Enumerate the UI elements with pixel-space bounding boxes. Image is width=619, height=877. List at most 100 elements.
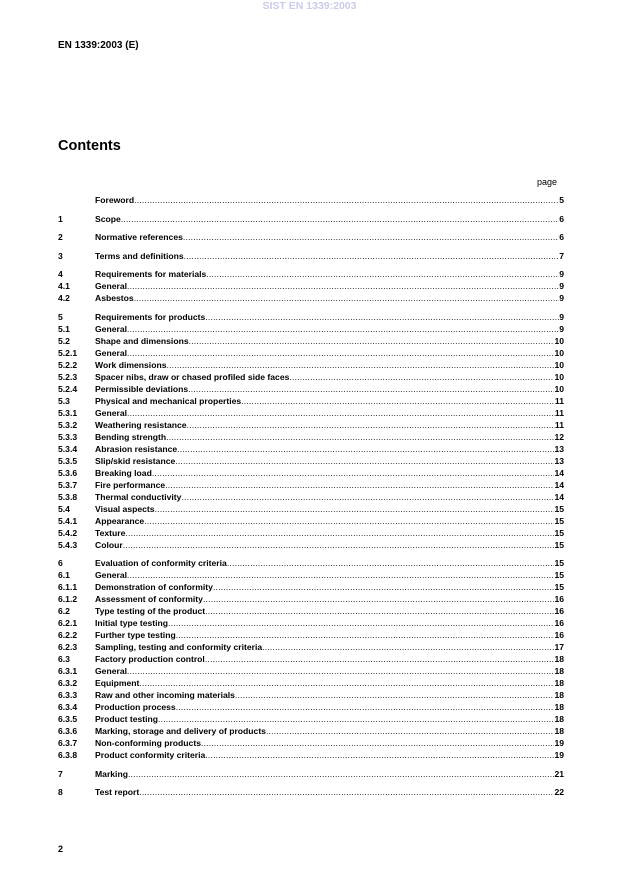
toc-entry[interactable]: 4.1 General 9 (58, 280, 564, 292)
toc-entry[interactable]: 6.3 Factory production control 18 (58, 653, 564, 665)
toc-entry[interactable]: 5.3.6 Breaking load 14 (58, 467, 564, 479)
toc-entry-number: 6.3.1 (58, 666, 78, 676)
toc-entry[interactable]: 5.2.4 Permissible deviations 10 (58, 383, 564, 395)
toc-group: 7 Marking 21 (58, 768, 564, 780)
toc-entry[interactable]: 5.1 General 9 (58, 323, 564, 335)
toc-entry[interactable]: 5.4 Visual aspects 15 (58, 503, 564, 515)
toc-entry-number: 5.3.3 (58, 431, 78, 442)
toc-entry[interactable]: 6 Evaluation of conformity criteria 15 (58, 557, 564, 569)
toc-entry[interactable]: 5.2.1 General 10 (58, 347, 564, 359)
toc-entry[interactable]: 6.2.3 Sampling, testing and conformity cr… (58, 641, 564, 653)
toc-entry[interactable]: 6.2.2 Further type testing 16 (58, 629, 564, 641)
toc-leader-dots (187, 419, 555, 431)
toc-entry-page: 19 (554, 738, 564, 748)
toc-entry-title: Physical and mechanical properties (95, 395, 242, 406)
toc-entry[interactable]: 5.3.7 Fire performance 14 (58, 479, 564, 491)
toc-entry[interactable]: 6.1.2 Assessment of conformity 16 (58, 593, 564, 605)
toc-entry[interactable]: 5 Requirements for products 9 (58, 311, 564, 323)
toc-entry[interactable]: 8 Test report 22 (58, 786, 564, 798)
toc-entry[interactable]: 2 Normative references 6 (58, 231, 564, 243)
toc-entry[interactable]: 6.3.4 Production process 18 (58, 701, 564, 713)
toc-entry-number: 6.2.3 (58, 642, 78, 652)
toc-leader-dots (176, 629, 555, 641)
toc-entry[interactable]: Foreword 5 (58, 194, 564, 206)
toc-entry[interactable]: 6.1 General 15 (58, 569, 564, 581)
toc-leader-dots (189, 335, 555, 347)
toc-entry-number: 6.3.2 (58, 678, 78, 688)
toc-entry-page: 18 (554, 726, 564, 736)
toc-entry[interactable]: 5.3.3 Bending strength 12 (58, 431, 564, 443)
toc-entry-page: 9 (559, 293, 564, 303)
toc-leader-dots (127, 569, 554, 581)
toc-leader-dots (201, 737, 554, 749)
toc-entry-title: Foreword (95, 195, 135, 205)
toc-entry-title: Evaluation of conformity criteria (95, 558, 227, 568)
toc-entry-page: 14 (554, 467, 564, 478)
toc-entry-number: 5.4 (58, 503, 70, 514)
toc-entry[interactable]: 6.3.6 Marking, storage and delivery of pr… (58, 725, 564, 737)
toc-leader-dots (152, 467, 555, 479)
toc-entry-page: 10 (554, 383, 564, 394)
toc-entry[interactable]: 5.3.2 Weathering resistance 11 (58, 419, 564, 431)
toc-entry-page: 11 (554, 395, 564, 406)
toc-entry[interactable]: 5.2.3 Spacer nibs, draw or chased profile… (58, 371, 564, 383)
toc-entry-title: Abrasion resistance (95, 443, 178, 454)
toc-entry[interactable]: 4.2 Asbestos 9 (58, 292, 564, 304)
toc-leader-dots (205, 749, 554, 761)
toc-entry[interactable]: 5.4.1 Appearance 15 (58, 515, 564, 527)
toc-entry-page: 7 (559, 250, 564, 261)
toc-entry-number: 8 (58, 787, 63, 797)
toc-entry[interactable]: 5.3.8 Thermal conductivity 14 (58, 491, 564, 503)
toc-group: 6 Evaluation of conformity criteria 15 6.1 G… (58, 557, 564, 761)
toc-entry-page: 15 (554, 515, 564, 526)
toc-group: 2 Normative references 6 (58, 231, 564, 243)
toc-entry-page: 9 (559, 281, 564, 291)
toc-entry-title: General (95, 407, 128, 418)
toc-entry-page: 9 (559, 323, 564, 334)
toc-entry[interactable]: 6.3.1 General 18 (58, 665, 564, 677)
table-of-contents: Foreword 5 1 Scope 6 2 Normative references 6 3 T… (58, 194, 564, 805)
toc-entry-title: Fire performance (95, 479, 166, 490)
toc-entry[interactable]: 5.2 Shape and dimensions 10 (58, 335, 564, 347)
toc-entry-page: 18 (554, 654, 564, 664)
toc-entry-number: 5.2 (58, 335, 70, 346)
toc-leader-dots (188, 383, 554, 395)
document-header: EN 1339:2003 (E) (58, 40, 139, 51)
toc-entry-number: 6.1.1 (58, 582, 78, 592)
toc-entry-page: 15 (554, 582, 564, 592)
toc-entry[interactable]: 5.2.2 Work dimensions 10 (58, 359, 564, 371)
toc-entry[interactable]: 6.3.8 Product conformity criteria 19 (58, 749, 564, 761)
toc-entry[interactable]: 5.4.3 Colour 15 (58, 539, 564, 551)
toc-entry[interactable]: 4 Requirements for materials 9 (58, 268, 564, 280)
toc-entry[interactable]: 5.4.2 Texture 15 (58, 527, 564, 539)
toc-entry[interactable]: 6.3.7 Non-conforming products 19 (58, 737, 564, 749)
toc-entry[interactable]: 5.3.5 Slip/skid resistance 13 (58, 455, 564, 467)
toc-entry-number: 6.3.3 (58, 690, 78, 700)
toc-entry[interactable]: 6.2 Type testing of the product 16 (58, 605, 564, 617)
toc-entry-page: 13 (554, 455, 564, 466)
toc-leader-dots (127, 323, 559, 335)
toc-entry-page: 10 (554, 359, 564, 370)
toc-entry-number: 6.2.2 (58, 630, 78, 640)
toc-entry[interactable]: 6.2.1 Initial type testing 16 (58, 617, 564, 629)
toc-entry-page: 15 (554, 558, 564, 568)
toc-entry-title: Asbestos (95, 293, 134, 303)
toc-entry-page: 6 (559, 213, 564, 224)
toc-entry[interactable]: 5.3 Physical and mechanical properties 11 (58, 395, 564, 407)
toc-entry-title: Further type testing (95, 630, 176, 640)
toc-entry-page: 15 (554, 503, 564, 514)
toc-entry-number: 6.1.2 (58, 594, 78, 604)
toc-entry[interactable]: 3 Terms and definitions 7 (58, 250, 564, 262)
toc-entry-number: 6.1 (58, 570, 70, 580)
toc-entry[interactable]: 7 Marking 21 (58, 768, 564, 780)
toc-entry[interactable]: 5.3.4 Abrasion resistance 13 (58, 443, 564, 455)
toc-entry[interactable]: 6.3.5 Product testing 18 (58, 713, 564, 725)
toc-entry[interactable]: 6.3.2 Equipment 18 (58, 677, 564, 689)
toc-entry[interactable]: 6.3.3 Raw and other incoming materials 18 (58, 689, 564, 701)
toc-entry-title: Spacer nibs, draw or chased profiled sid… (95, 371, 290, 382)
toc-entry[interactable]: 1 Scope 6 (58, 213, 564, 225)
toc-entry[interactable]: 5.3.1 General 11 (58, 407, 564, 419)
toc-entry[interactable]: 6.1.1 Demonstration of conformity 15 (58, 581, 564, 593)
toc-entry-page: 11 (554, 407, 564, 418)
toc-leader-dots (181, 491, 554, 503)
